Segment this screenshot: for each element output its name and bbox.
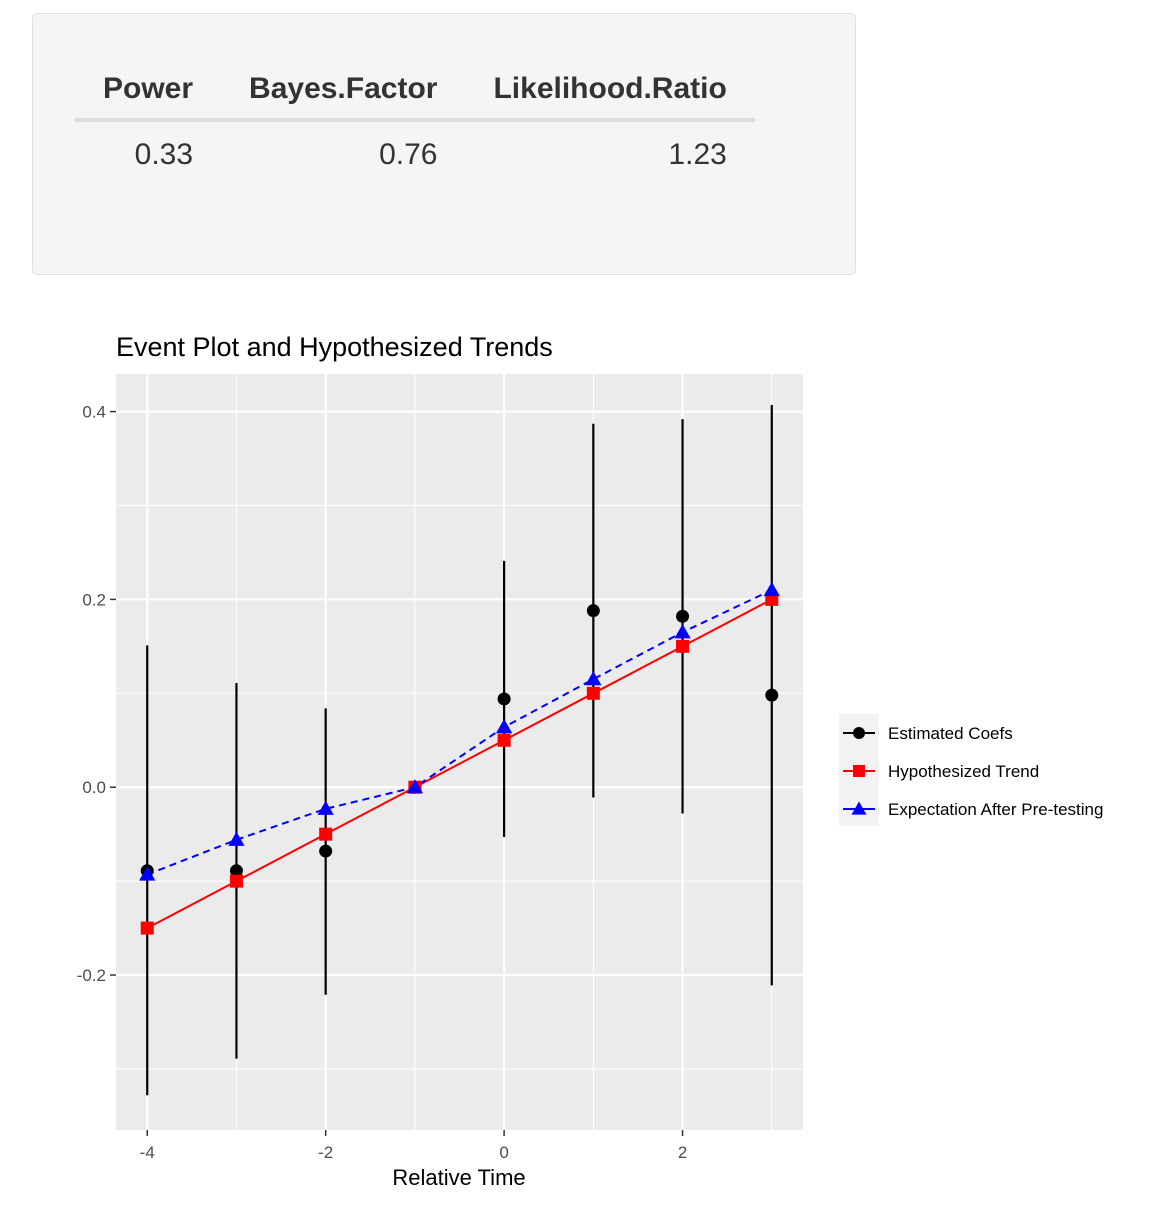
stats-header-row: Power Bayes.Factor Likelihood.Ratio bbox=[75, 66, 755, 122]
point-triangle bbox=[674, 624, 691, 639]
point-circle bbox=[676, 609, 690, 623]
value-likelihood-ratio: 1.23 bbox=[668, 138, 727, 171]
point-triangle bbox=[585, 671, 602, 686]
point-square bbox=[319, 827, 333, 841]
point-triangle bbox=[763, 581, 780, 597]
y-tick-label: 0.0 bbox=[82, 778, 106, 797]
event-plot: Event Plot and Hypothesized Trends -0.2 0… bbox=[0, 300, 1150, 1204]
y-tick-label: -0.2 bbox=[77, 966, 106, 985]
series-line bbox=[146, 598, 773, 929]
x-axis: -4 -2 0 2 bbox=[140, 1130, 687, 1162]
header-likelihood-ratio: Likelihood.Ratio bbox=[465, 66, 755, 122]
point-triangle bbox=[228, 831, 245, 846]
point-square bbox=[853, 765, 865, 777]
value-power: 0.33 bbox=[134, 138, 194, 171]
point-square bbox=[497, 733, 511, 747]
series-markers bbox=[139, 581, 780, 935]
header-bayes-factor: Bayes.Factor bbox=[221, 66, 466, 122]
point-square bbox=[765, 592, 779, 606]
y-tick-label: 0.4 bbox=[82, 403, 106, 422]
point-circle bbox=[319, 844, 333, 858]
legend-label: Expectation After Pre-testing bbox=[888, 800, 1103, 819]
point-triangle bbox=[406, 779, 424, 794]
value-bayes-factor: 0.76 bbox=[379, 138, 438, 171]
x-axis-label: Relative Time bbox=[392, 1165, 525, 1190]
point-square bbox=[586, 686, 600, 700]
point-triangle bbox=[851, 801, 867, 815]
legend-label: Estimated Coefs bbox=[888, 724, 1013, 743]
x-tick-label: -4 bbox=[140, 1143, 155, 1162]
plot-panel bbox=[116, 374, 803, 1130]
point-square bbox=[676, 639, 690, 653]
point-circle bbox=[765, 688, 779, 702]
stats-value-row: 0.33 0.76 1.23 bbox=[75, 120, 755, 178]
x-tick-label: 0 bbox=[499, 1143, 508, 1162]
legend: Estimated Coefs Hypothesized Trend Expecta… bbox=[839, 714, 1103, 826]
x-tick-label: 2 bbox=[678, 1143, 687, 1162]
y-tick-label: 0.2 bbox=[82, 590, 106, 609]
point-triangle bbox=[317, 800, 334, 815]
point-circle bbox=[229, 864, 243, 878]
chart-title: Event Plot and Hypothesized Trends bbox=[116, 332, 553, 362]
point-square bbox=[229, 874, 243, 888]
x-tick-label: -2 bbox=[318, 1143, 333, 1162]
point-triangle bbox=[495, 718, 513, 734]
y-axis: -0.2 0.0 0.2 0.4 bbox=[77, 403, 116, 985]
series-lines bbox=[146, 589, 773, 929]
stats-table: Power Bayes.Factor Likelihood.Ratio 0.33… bbox=[75, 66, 755, 178]
point-circle bbox=[497, 692, 511, 706]
point-circle bbox=[586, 604, 600, 618]
series-line bbox=[146, 589, 773, 876]
point-triangle bbox=[139, 866, 156, 881]
event-plot-svg: Event Plot and Hypothesized Trends -0.2 0… bbox=[77, 332, 1104, 1190]
point-circle bbox=[853, 727, 865, 739]
stats-panel: Power Bayes.Factor Likelihood.Ratio 0.33… bbox=[32, 13, 856, 275]
legend-label: Hypothesized Trend bbox=[888, 762, 1039, 781]
header-power: Power bbox=[75, 66, 222, 122]
point-square bbox=[140, 921, 154, 935]
